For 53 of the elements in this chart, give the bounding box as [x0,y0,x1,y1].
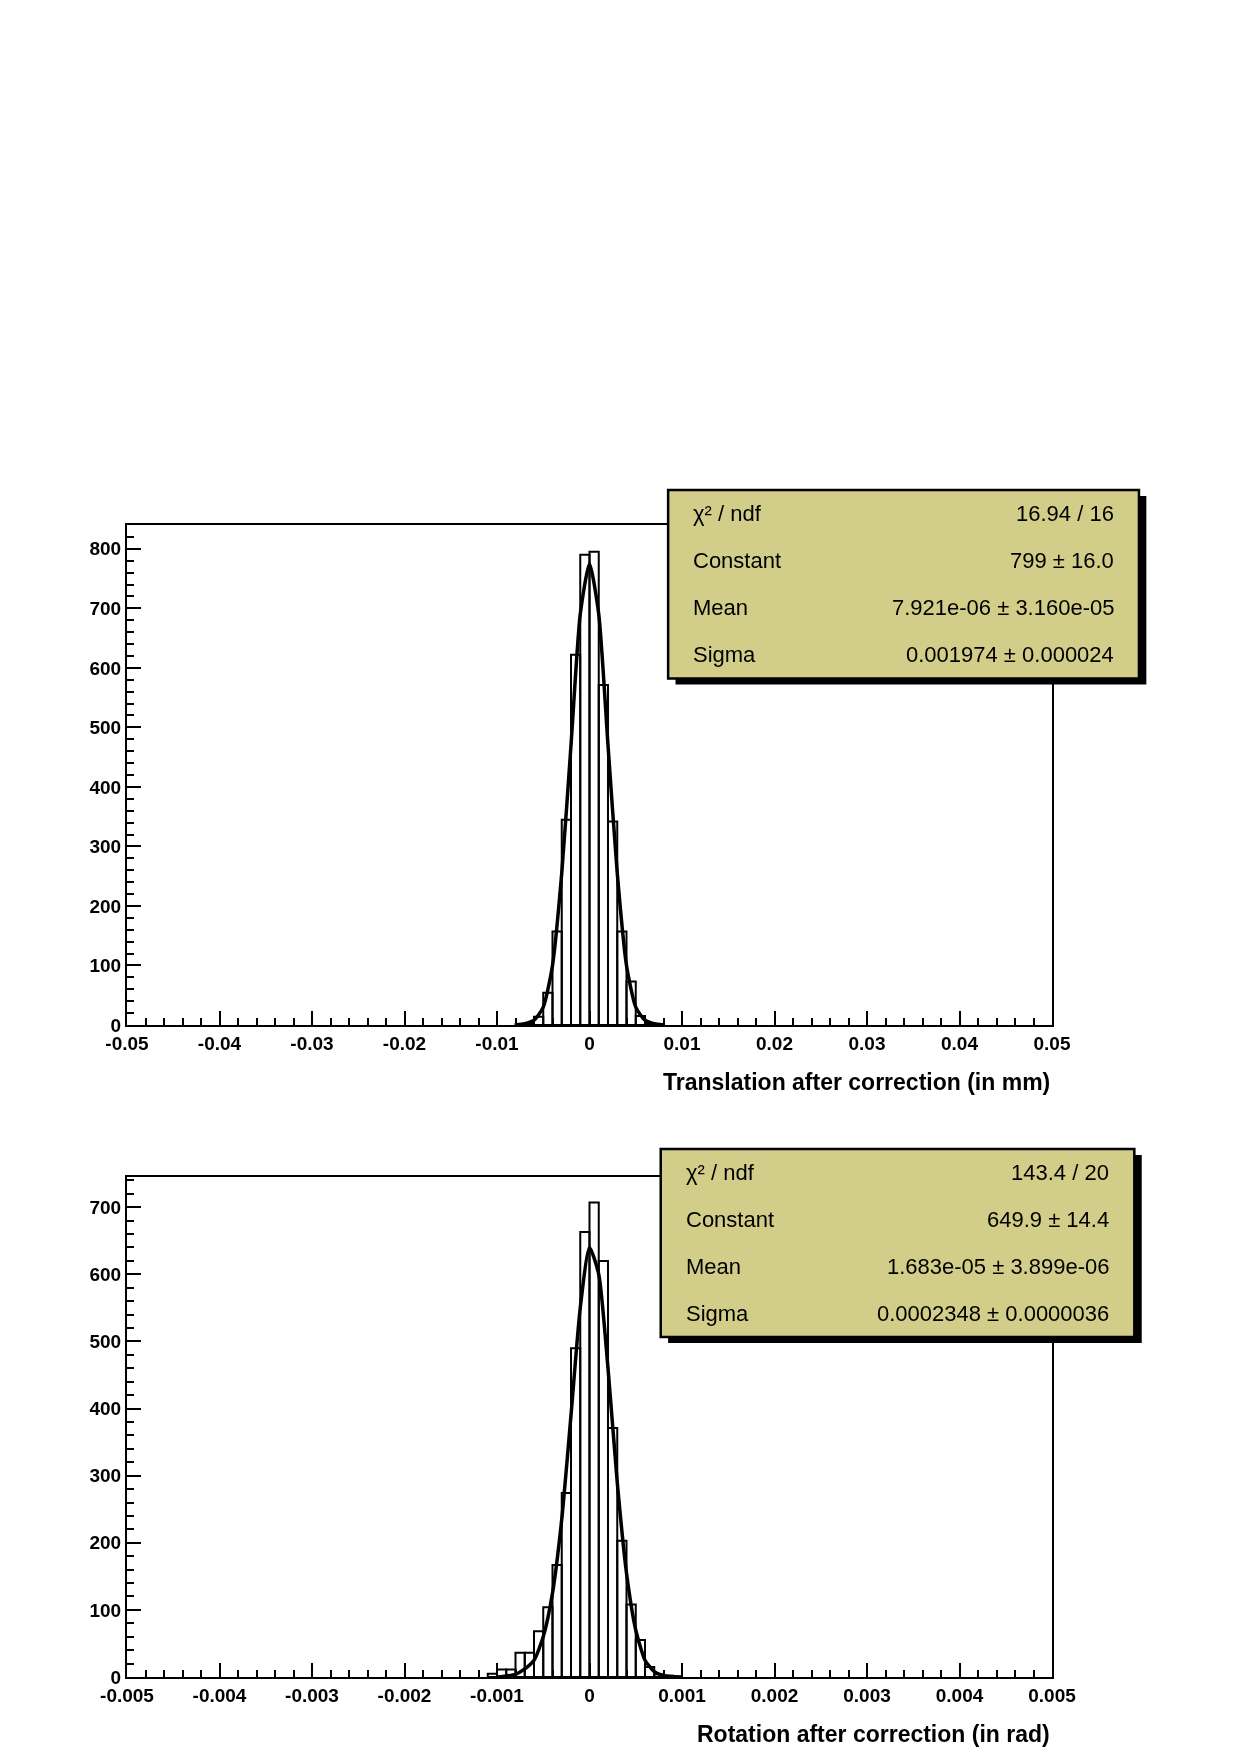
annotation: Constant [686,1207,775,1232]
y-tick-label: 500 [89,717,122,739]
y-tick-label: 100 [89,1599,122,1621]
annotation: 16.94 / 16 [1016,501,1114,526]
annotation: 649.9 ± 14.4 [987,1207,1110,1232]
x-axis-title: Translation after correction (in mm) [663,1069,1051,1095]
annotation: 143.4 / 20 [1011,1160,1109,1185]
x-axis-title: Rotation after correction (in rad) [697,1721,1050,1747]
annotation: Sigma [686,1301,750,1326]
y-tick-label: 500 [89,1331,122,1353]
x-tick-label: -0.03 [290,1032,334,1054]
x-tick-label: 0.004 [935,1684,984,1706]
x-tick-label: 0.01 [663,1032,701,1054]
x-tick-label: 0.02 [756,1032,793,1054]
y-tick-label: 300 [89,1465,122,1487]
x-tick-label: 0.002 [750,1684,799,1706]
y-tick-label: 600 [89,1263,122,1285]
annotation: χ² / ndf [686,1160,755,1185]
x-tick-label: 0 [584,1684,595,1706]
annotation: Mean [693,595,749,620]
x-tick-label: -0.04 [197,1032,242,1054]
y-tick-label: 600 [89,657,122,679]
y-tick-label: 200 [89,1532,122,1554]
annotation: 7.921e-06 ± 3.160e-05 [892,595,1115,620]
y-tick-label: 700 [89,597,122,619]
annotation: Mean [686,1254,742,1279]
annotation: Constant [693,548,782,573]
annotation: χ² / ndf [693,501,762,526]
annotation: 0.0002348 ± 0.0000036 [877,1301,1110,1326]
y-tick-label: 800 [89,538,122,560]
y-tick-label: 700 [89,1196,122,1218]
x-tick-label: 0 [584,1032,595,1054]
x-tick-label: 0.05 [1033,1032,1071,1054]
x-tick-label: 0.03 [848,1032,886,1054]
y-tick-label: 200 [89,895,122,917]
x-tick-label: 0.001 [658,1684,707,1706]
annotation: 799 ± 16.0 [1010,548,1114,573]
annotation: 0.001974 ± 0.000024 [906,642,1114,667]
x-tick-label: 0.04 [941,1032,979,1054]
x-tick-label: -0.004 [192,1684,247,1706]
annotation: 1.683e-05 ± 3.899e-06 [887,1254,1110,1279]
x-tick-label: -0.001 [470,1684,525,1706]
y-tick-label: 300 [89,836,122,858]
x-tick-label: -0.01 [475,1032,520,1054]
x-tick-label: 0.005 [1028,1684,1077,1706]
y-tick-label: 400 [89,776,122,798]
y-tick-label: 400 [89,1398,122,1420]
x-tick-label: -0.003 [285,1684,339,1706]
y-tick-label: 100 [89,955,122,977]
x-tick-label: 0.003 [843,1684,891,1706]
x-tick-label: -0.02 [382,1032,427,1054]
annotation: Sigma [693,642,757,667]
x-tick-label: -0.002 [377,1684,432,1706]
